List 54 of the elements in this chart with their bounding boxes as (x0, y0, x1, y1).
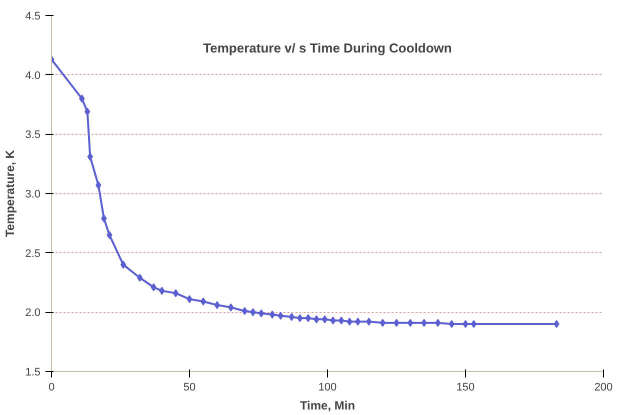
x-tick-label: 200 (594, 382, 613, 394)
point (394, 318, 400, 327)
point (106, 231, 112, 240)
point (200, 297, 206, 306)
point (79, 94, 85, 103)
point (554, 320, 560, 328)
point (314, 315, 320, 324)
point (305, 314, 312, 322)
y-tick-label: 4.0 (25, 70, 41, 82)
point (172, 289, 179, 298)
x-tick-label: 150 (456, 382, 475, 394)
point (421, 318, 427, 327)
point (159, 286, 165, 295)
y-tick-label: 4.5 (25, 10, 41, 22)
y-tick-label: 2.0 (25, 307, 41, 320)
x-axis-title: Time, Min (300, 398, 356, 412)
point (297, 314, 303, 322)
point (366, 318, 372, 326)
y-axis-title: Temperature, K (3, 150, 18, 238)
point (136, 274, 143, 282)
point (330, 316, 336, 324)
x-tick-label: 50 (183, 382, 196, 394)
point (120, 260, 126, 269)
point (250, 308, 256, 316)
point (186, 295, 192, 304)
point (96, 181, 102, 190)
point (462, 320, 468, 328)
point (242, 306, 248, 315)
point (214, 301, 220, 310)
point (288, 312, 294, 321)
point (278, 312, 284, 320)
point (150, 283, 156, 292)
point (338, 316, 344, 324)
point (101, 214, 107, 222)
point (346, 318, 352, 326)
y-tick-label: 3.5 (25, 129, 41, 142)
point (84, 108, 90, 116)
point (258, 309, 264, 318)
point (269, 310, 276, 319)
point (355, 318, 361, 326)
point (228, 303, 234, 312)
point (322, 315, 328, 324)
point (470, 320, 477, 328)
point (448, 320, 455, 328)
x-tick-label: 0 (48, 382, 55, 394)
text: Temperature v/ s Time During Cooldown (203, 40, 452, 56)
x-tick-label: 100 (318, 382, 337, 394)
y-tick-label: 3.0 (25, 188, 41, 200)
y-tick-label: 2.5 (25, 248, 41, 260)
point (407, 318, 414, 327)
y-tick-label: 1.5 (25, 366, 41, 378)
point (435, 318, 441, 327)
point (87, 152, 93, 161)
point (380, 318, 386, 327)
